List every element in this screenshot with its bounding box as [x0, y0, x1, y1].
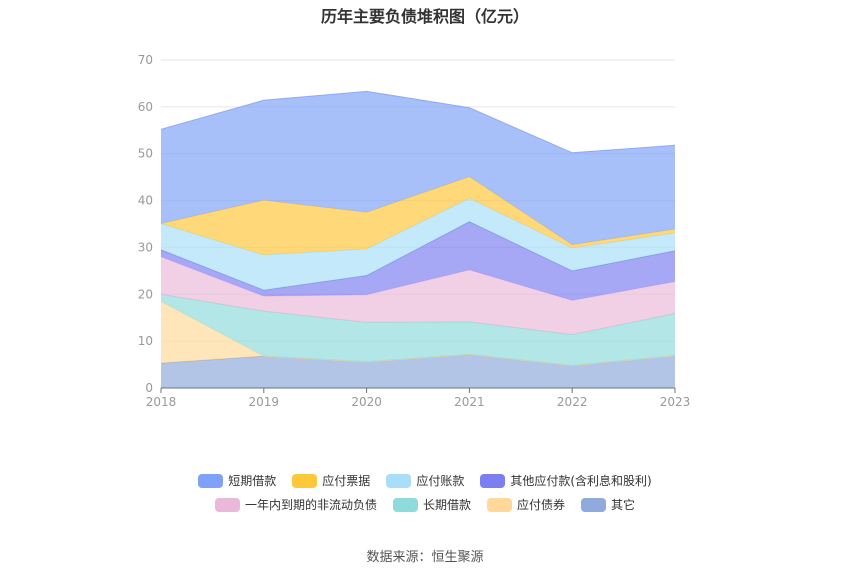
- legend-item[interactable]: 短期借款: [198, 472, 276, 489]
- x-tick-label: 2019: [249, 395, 280, 409]
- area-series: [161, 176, 675, 255]
- legend-label: 一年内到期的非流动负债: [244, 498, 377, 512]
- legend-row-2: 一年内到期的非流动负债 长期借款 应付债券 其它: [0, 496, 850, 513]
- y-tick-label: 70: [138, 53, 153, 67]
- legend-label: 应付票据: [322, 474, 371, 488]
- legend-swatch: [581, 497, 607, 512]
- legend-swatch: [487, 497, 512, 512]
- y-tick-label: 30: [138, 240, 153, 254]
- series-line: [160, 90, 676, 154]
- legend-swatch: [214, 497, 240, 512]
- area-series-group: [160, 90, 676, 388]
- y-tick-label: 10: [138, 334, 153, 348]
- x-tick-label: 2018: [146, 395, 177, 409]
- legend-item[interactable]: 应付票据: [292, 472, 370, 489]
- data-source: 数据来源：恒生聚源: [366, 550, 484, 565]
- x-tick-label: 2023: [660, 395, 691, 409]
- legend-swatch: [198, 473, 224, 488]
- legend-label: 其它: [611, 498, 636, 512]
- legend-label: 短期借款: [228, 474, 277, 488]
- y-tick-label: 50: [138, 147, 153, 161]
- area-series: [161, 294, 675, 366]
- legend: 短期借款 应付票据 应付账款 其他应付款(含利息和股利) 一年内到期的非流动负债 长期借…: [0, 472, 850, 520]
- legend-swatch: [386, 473, 412, 488]
- area-series: [161, 198, 675, 291]
- legend-label: 其他应付款(含利息和股利): [510, 474, 652, 488]
- y-tick-label: 0: [145, 381, 153, 395]
- chart-title: 历年主要负债堆积图（亿元）: [320, 7, 529, 26]
- legend-item[interactable]: 其他应付款(含利息和股利): [480, 472, 652, 489]
- legend-item[interactable]: 应付债券: [487, 496, 565, 513]
- area-series: [161, 91, 675, 245]
- area-series: [161, 221, 675, 301]
- legend-item[interactable]: 长期借款: [392, 496, 471, 513]
- area-series: [161, 301, 675, 366]
- legend-swatch: [392, 497, 418, 512]
- y-tick-label: 20: [138, 287, 153, 301]
- x-tick-label: 2020: [351, 395, 382, 409]
- legend-label: 长期借款: [422, 498, 471, 512]
- y-tick-label: 60: [138, 100, 153, 114]
- legend-item[interactable]: 应付账款: [386, 472, 464, 489]
- legend-item[interactable]: 其它: [581, 496, 635, 513]
- y-tick-label: 40: [138, 194, 153, 208]
- legend-item[interactable]: 一年内到期的非流动负债: [214, 496, 377, 513]
- axes: 0 10 20 30 40 50 60 70 2018 2019 2020 2021 2022 2023: [138, 53, 691, 409]
- legend-label: 应付账款: [416, 474, 465, 488]
- area-series: [161, 256, 675, 335]
- x-tick-label: 2021: [454, 395, 485, 409]
- legend-row-1: 短期借款 应付票据 应付账款 其他应付款(含利息和股利): [0, 472, 850, 489]
- legend-swatch: [480, 473, 506, 488]
- legend-label: 应付债券: [517, 498, 566, 512]
- legend-swatch: [292, 473, 318, 488]
- x-tick-label: 2022: [557, 395, 588, 409]
